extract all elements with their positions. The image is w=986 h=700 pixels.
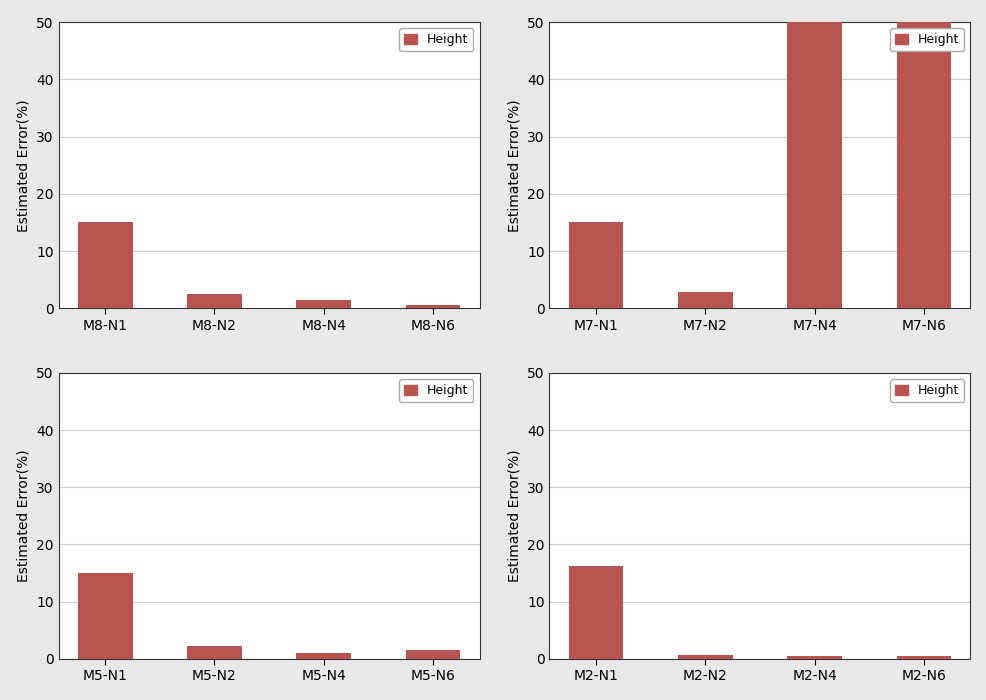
Legend: Height: Height — [889, 29, 963, 51]
Bar — [895, 656, 951, 659]
Legend: Height: Height — [399, 29, 473, 51]
Y-axis label: Estimated Error(%): Estimated Error(%) — [507, 99, 521, 232]
Bar — [895, 22, 951, 308]
Bar — [677, 292, 732, 308]
Legend: Height: Height — [889, 379, 963, 402]
Legend: Height: Height — [399, 379, 473, 402]
Bar — [187, 646, 242, 659]
Bar — [405, 650, 460, 659]
Bar — [78, 573, 132, 659]
Bar — [568, 566, 622, 659]
Bar — [296, 300, 351, 308]
Bar — [677, 655, 732, 659]
Bar — [787, 656, 841, 659]
Y-axis label: Estimated Error(%): Estimated Error(%) — [17, 449, 31, 582]
Bar — [187, 294, 242, 308]
Bar — [78, 223, 132, 308]
Bar — [405, 305, 460, 308]
Y-axis label: Estimated Error(%): Estimated Error(%) — [507, 449, 521, 582]
Bar — [568, 223, 622, 308]
Y-axis label: Estimated Error(%): Estimated Error(%) — [17, 99, 31, 232]
Bar — [787, 22, 841, 308]
Bar — [296, 653, 351, 659]
